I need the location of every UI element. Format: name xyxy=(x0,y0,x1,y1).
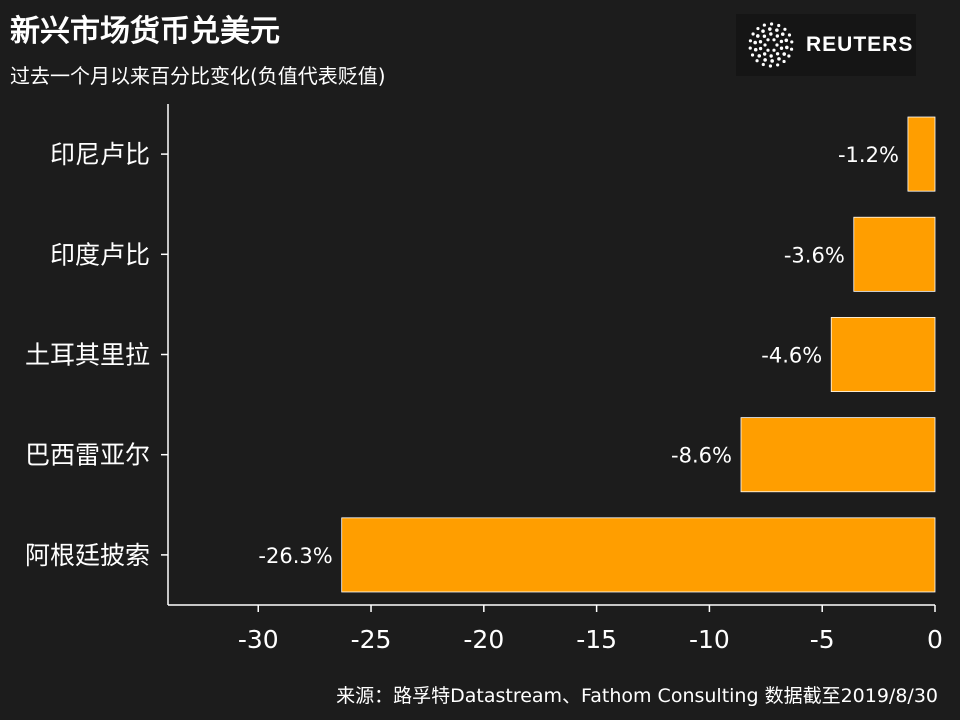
logo-dot xyxy=(762,52,767,56)
logo-dot xyxy=(768,64,773,68)
logo-dot xyxy=(750,53,755,57)
bar-value-label: -1.2% xyxy=(838,143,899,167)
x-tick-label: -25 xyxy=(351,625,392,654)
logo-dot xyxy=(782,59,786,64)
logo-dot xyxy=(751,32,755,36)
logo-dot xyxy=(769,32,773,36)
logo-dot xyxy=(755,34,760,38)
x-tick-label: -30 xyxy=(238,625,279,654)
logo-dot xyxy=(756,26,760,31)
bar xyxy=(907,116,936,192)
logo-dot xyxy=(787,54,791,58)
category-label: 土耳其里拉 xyxy=(25,341,150,370)
logo-dot xyxy=(769,22,774,26)
logo-dot xyxy=(789,47,794,51)
logo-dot xyxy=(762,34,767,38)
logo-dot xyxy=(780,32,785,36)
bar-value-label: -26.3% xyxy=(258,544,332,568)
logo-dot xyxy=(766,48,770,52)
logo-dot xyxy=(748,46,752,50)
reuters-logo: REUTERS xyxy=(736,14,916,76)
bar-value-label: -3.6% xyxy=(784,243,845,267)
chart-title: 新兴市场货币兑美元 xyxy=(10,14,280,49)
bar-value-label: -8.6% xyxy=(671,444,732,468)
logo-dot xyxy=(758,46,763,51)
logo-dot xyxy=(753,47,758,52)
logo-dot xyxy=(762,23,766,27)
bar xyxy=(853,216,936,292)
category-label: 印尼卢比 xyxy=(50,140,150,169)
logo-dot xyxy=(766,38,770,42)
bar xyxy=(740,417,936,493)
category-label: 阿根廷披索 xyxy=(25,541,150,570)
logo-dot xyxy=(777,57,781,61)
logo-dot xyxy=(782,52,787,56)
logo-dot xyxy=(787,33,792,37)
logo-dot xyxy=(777,23,781,28)
logo-dot xyxy=(775,52,780,56)
x-tick-label: 0 xyxy=(927,625,943,654)
logo-dot xyxy=(772,38,776,42)
reuters-logo-text: REUTERS xyxy=(806,33,914,56)
logo-dot xyxy=(758,40,763,44)
x-tick-label: -15 xyxy=(576,625,617,654)
bar-value-label: -4.6% xyxy=(761,344,822,368)
logo-dot xyxy=(775,34,780,38)
logo-dot xyxy=(779,39,784,44)
logo-dot xyxy=(753,40,757,45)
logo-dot xyxy=(770,59,774,63)
logo-dot xyxy=(761,62,765,67)
logo-dot xyxy=(768,27,772,31)
logo-dot xyxy=(755,59,759,63)
x-tick-label: -5 xyxy=(810,625,835,654)
logo-dot xyxy=(763,58,767,62)
logo-dot xyxy=(757,54,762,58)
logo-dot xyxy=(763,43,767,47)
logo-dot xyxy=(775,28,779,32)
logo-dot xyxy=(785,45,789,50)
reuters-dot-ring-icon xyxy=(748,22,794,68)
source-note: 来源：路孚特Datastream、Fathom Consulting 数据截至2… xyxy=(336,685,938,707)
category-label: 印度卢比 xyxy=(50,240,150,269)
category-label: 巴西雷亚尔 xyxy=(25,441,150,470)
logo-dot xyxy=(748,39,753,43)
bar xyxy=(341,517,936,593)
logo-dot xyxy=(761,29,765,33)
logo-dot xyxy=(790,40,794,44)
logo-dot xyxy=(775,43,779,47)
bar xyxy=(830,317,936,392)
logo-dot xyxy=(769,54,773,58)
logo-dot xyxy=(776,63,780,67)
chart-subtitle: 过去一个月以来百分比变化(负值代表贬值) xyxy=(10,64,386,88)
x-tick-label: -10 xyxy=(689,625,730,654)
x-tick-label: -20 xyxy=(463,625,504,654)
logo-dot xyxy=(783,27,787,31)
logo-dot xyxy=(772,48,776,52)
logo-dot xyxy=(779,46,784,50)
logo-dot xyxy=(784,38,789,43)
